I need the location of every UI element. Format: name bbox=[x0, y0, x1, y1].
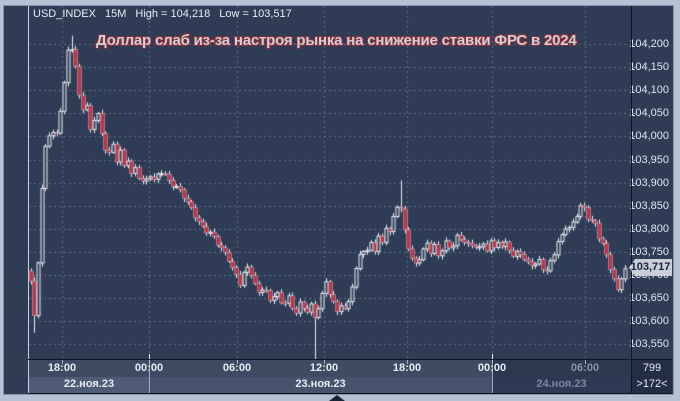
y-axis-label: 104,050 bbox=[629, 107, 669, 120]
axis-separator-line bbox=[28, 359, 672, 360]
x-axis-label: 06:00 bbox=[222, 362, 252, 374]
y-axis-label: 104,200 bbox=[629, 38, 669, 50]
date-band bbox=[492, 377, 631, 393]
y-axis-label: 103,900 bbox=[629, 176, 669, 189]
y-axis-tick bbox=[632, 44, 636, 45]
y-axis-label: 104,150 bbox=[629, 61, 669, 74]
current-price-badge: 103,717 bbox=[629, 259, 672, 276]
session-separator bbox=[492, 360, 493, 393]
y-axis-tick bbox=[632, 182, 636, 184]
scroll-position-indicator[interactable] bbox=[329, 395, 345, 401]
y-axis-tick bbox=[632, 298, 636, 300]
x-axis-tick bbox=[62, 359, 63, 364]
session-separator bbox=[149, 360, 150, 393]
instrument-info-bar: USD_INDEX 15M High = 104,218 Low = 103,517 bbox=[33, 8, 301, 20]
x-axis-tick bbox=[324, 359, 325, 364]
symbol-label: USD_INDEX bbox=[33, 8, 96, 20]
x-axis-tick bbox=[149, 354, 150, 363]
date-band bbox=[149, 377, 492, 393]
candlestick-canvas[interactable] bbox=[29, 6, 631, 360]
x-axis-tick bbox=[585, 359, 586, 364]
period-label: 15M bbox=[104, 8, 127, 20]
x-axis-label: 18:00 bbox=[47, 362, 77, 374]
y-axis-label: 103,800 bbox=[629, 222, 669, 235]
y-axis-label: 103,550 bbox=[629, 338, 669, 351]
date-band bbox=[29, 377, 149, 393]
x-axis-tick bbox=[492, 354, 493, 363]
date-label: 22.ноя.23 bbox=[63, 378, 115, 390]
y-axis-tick bbox=[632, 113, 636, 115]
y-axis-tick bbox=[632, 136, 636, 138]
tick-counter-box: 799 >172< bbox=[632, 360, 672, 393]
date-label: 24.ноя.23 bbox=[536, 378, 587, 390]
y-axis-tick bbox=[632, 205, 636, 207]
y-axis-label: 104,100 bbox=[629, 84, 669, 97]
date-label: 23.ноя.23 bbox=[295, 378, 346, 390]
counter-bottom: >172< bbox=[636, 378, 668, 390]
y-axis-label: 103,750 bbox=[629, 245, 669, 258]
y-axis-tick bbox=[632, 159, 636, 161]
x-axis-label: 12:00 bbox=[309, 362, 339, 374]
x-axis-tick bbox=[237, 359, 238, 364]
high-label: High = 104,218 bbox=[135, 8, 211, 20]
time-band bbox=[492, 360, 631, 377]
y-axis-label: 103,650 bbox=[629, 292, 669, 305]
y-axis-label: 104,000 bbox=[629, 130, 669, 143]
y-axis-tick bbox=[632, 321, 636, 323]
y-axis-tick bbox=[632, 67, 636, 69]
scale-separator-line bbox=[631, 6, 632, 394]
news-headline: Доллар слаб из-за настроя рынка на сниже… bbox=[96, 32, 577, 49]
x-axis-tick bbox=[407, 359, 408, 364]
y-axis-tick bbox=[632, 344, 636, 346]
y-axis-label: 103,850 bbox=[629, 199, 669, 212]
y-axis-label: 103,600 bbox=[629, 315, 669, 328]
y-axis-tick bbox=[632, 275, 636, 276]
x-axis-label: 06:00 bbox=[570, 362, 600, 374]
time-band bbox=[29, 360, 492, 377]
y-axis-tick bbox=[632, 90, 636, 92]
plot-left-border bbox=[28, 6, 29, 394]
bottom-separator-line bbox=[28, 393, 672, 394]
counter-top: 799 bbox=[642, 362, 662, 374]
y-axis-tick bbox=[632, 251, 636, 253]
y-axis-label: 103,950 bbox=[629, 153, 669, 166]
y-axis-tick bbox=[632, 228, 636, 230]
low-label: Low = 103,517 bbox=[219, 8, 292, 20]
x-axis-label: 18:00 bbox=[392, 362, 422, 374]
